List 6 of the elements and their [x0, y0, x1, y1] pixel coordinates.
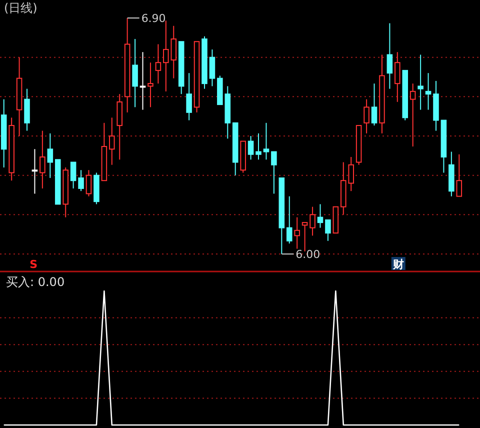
text: S: [30, 258, 38, 271]
annotation: 6.00: [296, 248, 320, 261]
chart-title: (日线): [4, 1, 38, 15]
chart-title: 买入: 0.00: [6, 275, 65, 289]
annotation: 6.90: [141, 12, 166, 25]
text: 财: [392, 258, 404, 271]
